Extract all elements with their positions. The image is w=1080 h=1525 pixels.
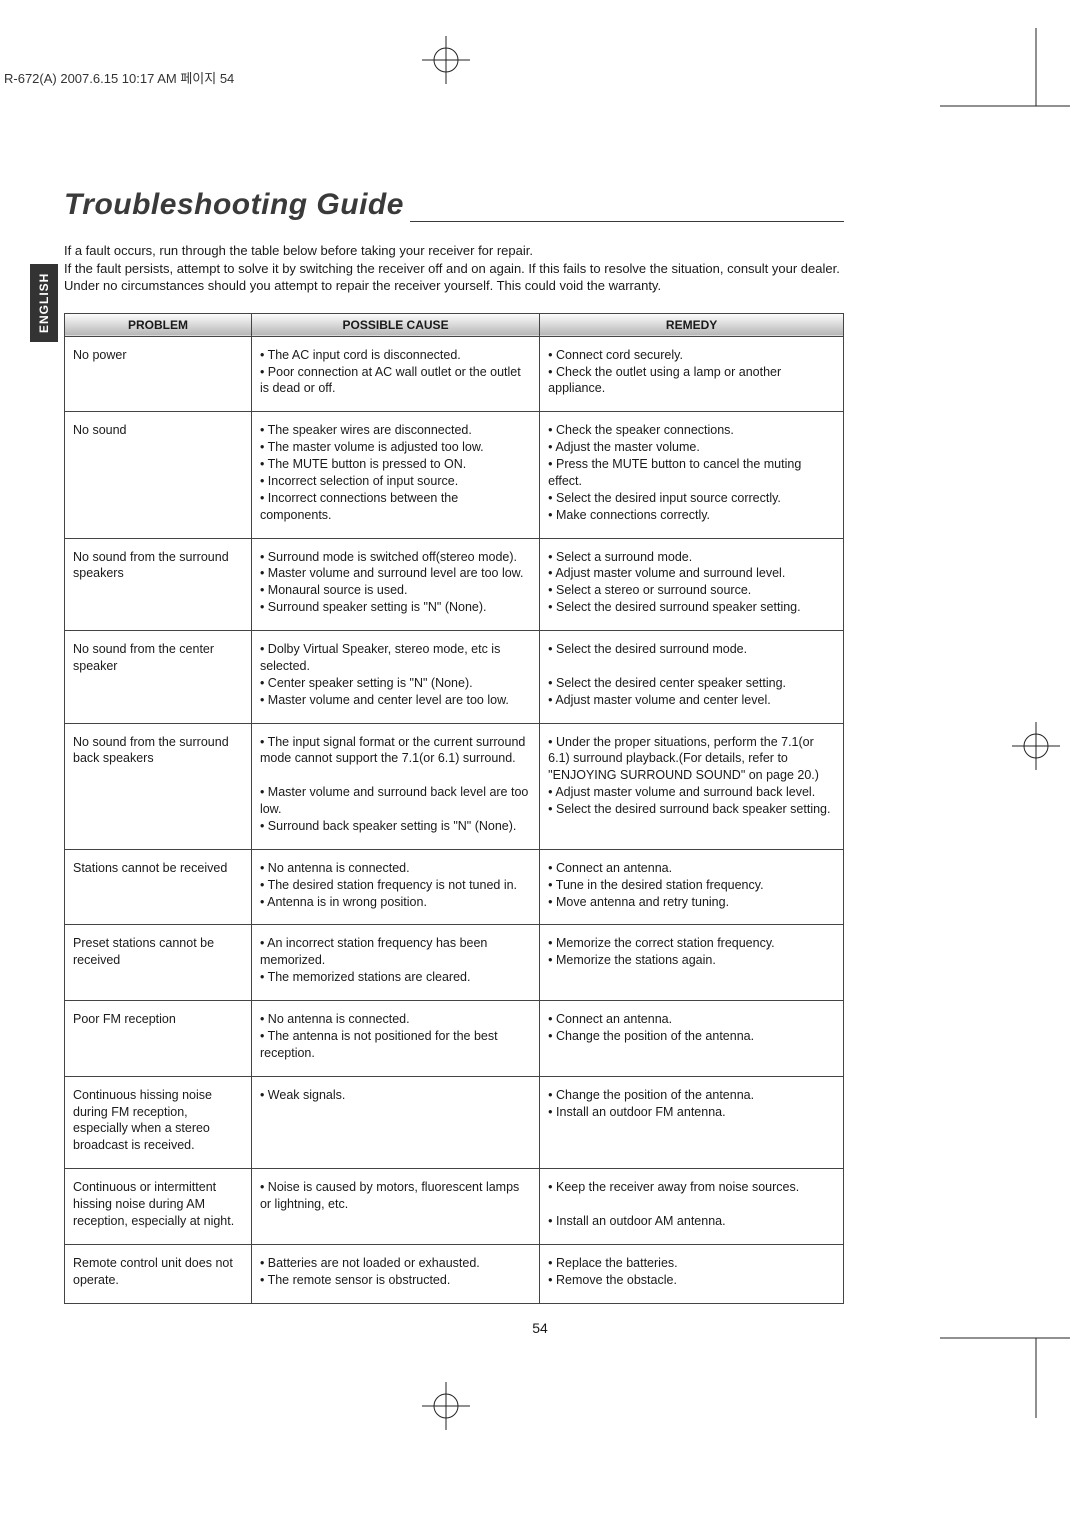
table-row: No sound from the surround back speakers… [65, 723, 844, 849]
cell-remedy: • Connect an antenna. • Tune in the desi… [540, 849, 844, 925]
cell-cause: • The AC input cord is disconnected. • P… [251, 336, 539, 412]
cell-problem: No sound from the surround speakers [65, 538, 252, 631]
cell-cause: • The input signal format or the current… [251, 723, 539, 849]
troubleshooting-table: PROBLEM POSSIBLE CAUSE REMEDY No power• … [64, 313, 844, 1304]
cell-remedy: • Connect cord securely. • Check the out… [540, 336, 844, 412]
cell-problem: Remote control unit does not operate. [65, 1244, 252, 1303]
cell-cause: • An incorrect station frequency has bee… [251, 925, 539, 1001]
th-problem: PROBLEM [65, 313, 252, 336]
language-tab: ENGLISH [30, 264, 58, 342]
cell-problem: Preset stations cannot be received [65, 925, 252, 1001]
th-cause: POSSIBLE CAUSE [251, 313, 539, 336]
cell-problem: No sound from the center speaker [65, 631, 252, 724]
cell-cause: • The speaker wires are disconnected. • … [251, 412, 539, 538]
cell-problem: No power [65, 336, 252, 412]
cell-remedy: • Check the speaker connections. • Adjus… [540, 412, 844, 538]
title-rule [410, 221, 844, 222]
cell-cause: • Dolby Virtual Speaker, stereo mode, et… [251, 631, 539, 724]
table-row: Stations cannot be received• No antenna … [65, 849, 844, 925]
crop-mark-icon [940, 1328, 1080, 1418]
page-number: 54 [0, 1320, 1080, 1336]
page-header-info: R-672(A) 2007.6.15 10:17 AM 페이지 54 [4, 68, 234, 87]
cell-remedy: • Replace the batteries. • Remove the ob… [540, 1244, 844, 1303]
intro-text: If a fault occurs, run through the table… [64, 242, 844, 295]
crop-mark-icon [940, 28, 1080, 118]
table-row: Continuous hissing noise during FM recep… [65, 1076, 844, 1169]
cell-problem: No sound [65, 412, 252, 538]
registration-mark-icon [416, 30, 476, 90]
cell-remedy: • Select a surround mode. • Adjust maste… [540, 538, 844, 631]
cell-remedy: • Keep the receiver away from noise sour… [540, 1169, 844, 1245]
cell-cause: • Noise is caused by motors, fluorescent… [251, 1169, 539, 1245]
cell-cause: • Surround mode is switched off(stereo m… [251, 538, 539, 631]
cell-problem: Poor FM reception [65, 1001, 252, 1077]
table-row: No sound from the center speaker• Dolby … [65, 631, 844, 724]
cell-remedy: • Connect an antenna. • Change the posit… [540, 1001, 844, 1077]
cell-remedy: • Select the desired surround mode. • Se… [540, 631, 844, 724]
table-row: Preset stations cannot be received• An i… [65, 925, 844, 1001]
cell-cause: • No antenna is connected. • The desired… [251, 849, 539, 925]
intro-line: If a fault occurs, run through the table… [64, 242, 844, 260]
th-remedy: REMEDY [540, 313, 844, 336]
table-row: No sound• The speaker wires are disconne… [65, 412, 844, 538]
cell-remedy: • Change the position of the antenna. • … [540, 1076, 844, 1169]
cell-problem: No sound from the surround back speakers [65, 723, 252, 849]
registration-mark-icon [1006, 716, 1066, 776]
cell-cause: • Weak signals. [251, 1076, 539, 1169]
page-title: Troubleshooting Guide [64, 188, 404, 222]
table-row: No power• The AC input cord is disconnec… [65, 336, 844, 412]
cell-cause: • No antenna is connected. • The antenna… [251, 1001, 539, 1077]
table-row: Poor FM reception• No antenna is connect… [65, 1001, 844, 1077]
title-row: Troubleshooting Guide [64, 188, 844, 222]
cell-problem: Continuous hissing noise during FM recep… [65, 1076, 252, 1169]
intro-line: If the fault persists, attempt to solve … [64, 260, 844, 295]
cell-problem: Stations cannot be received [65, 849, 252, 925]
cell-remedy: • Memorize the correct station frequency… [540, 925, 844, 1001]
cell-problem: Continuous or intermittent hissing noise… [65, 1169, 252, 1245]
table-row: No sound from the surround speakers• Sur… [65, 538, 844, 631]
table-row: Continuous or intermittent hissing noise… [65, 1169, 844, 1245]
registration-mark-icon [416, 1376, 476, 1436]
table-row: Remote control unit does not operate.• B… [65, 1244, 844, 1303]
main-content: Troubleshooting Guide If a fault occurs,… [64, 188, 844, 1304]
cell-remedy: • Under the proper situations, perform t… [540, 723, 844, 849]
cell-cause: • Batteries are not loaded or exhausted.… [251, 1244, 539, 1303]
